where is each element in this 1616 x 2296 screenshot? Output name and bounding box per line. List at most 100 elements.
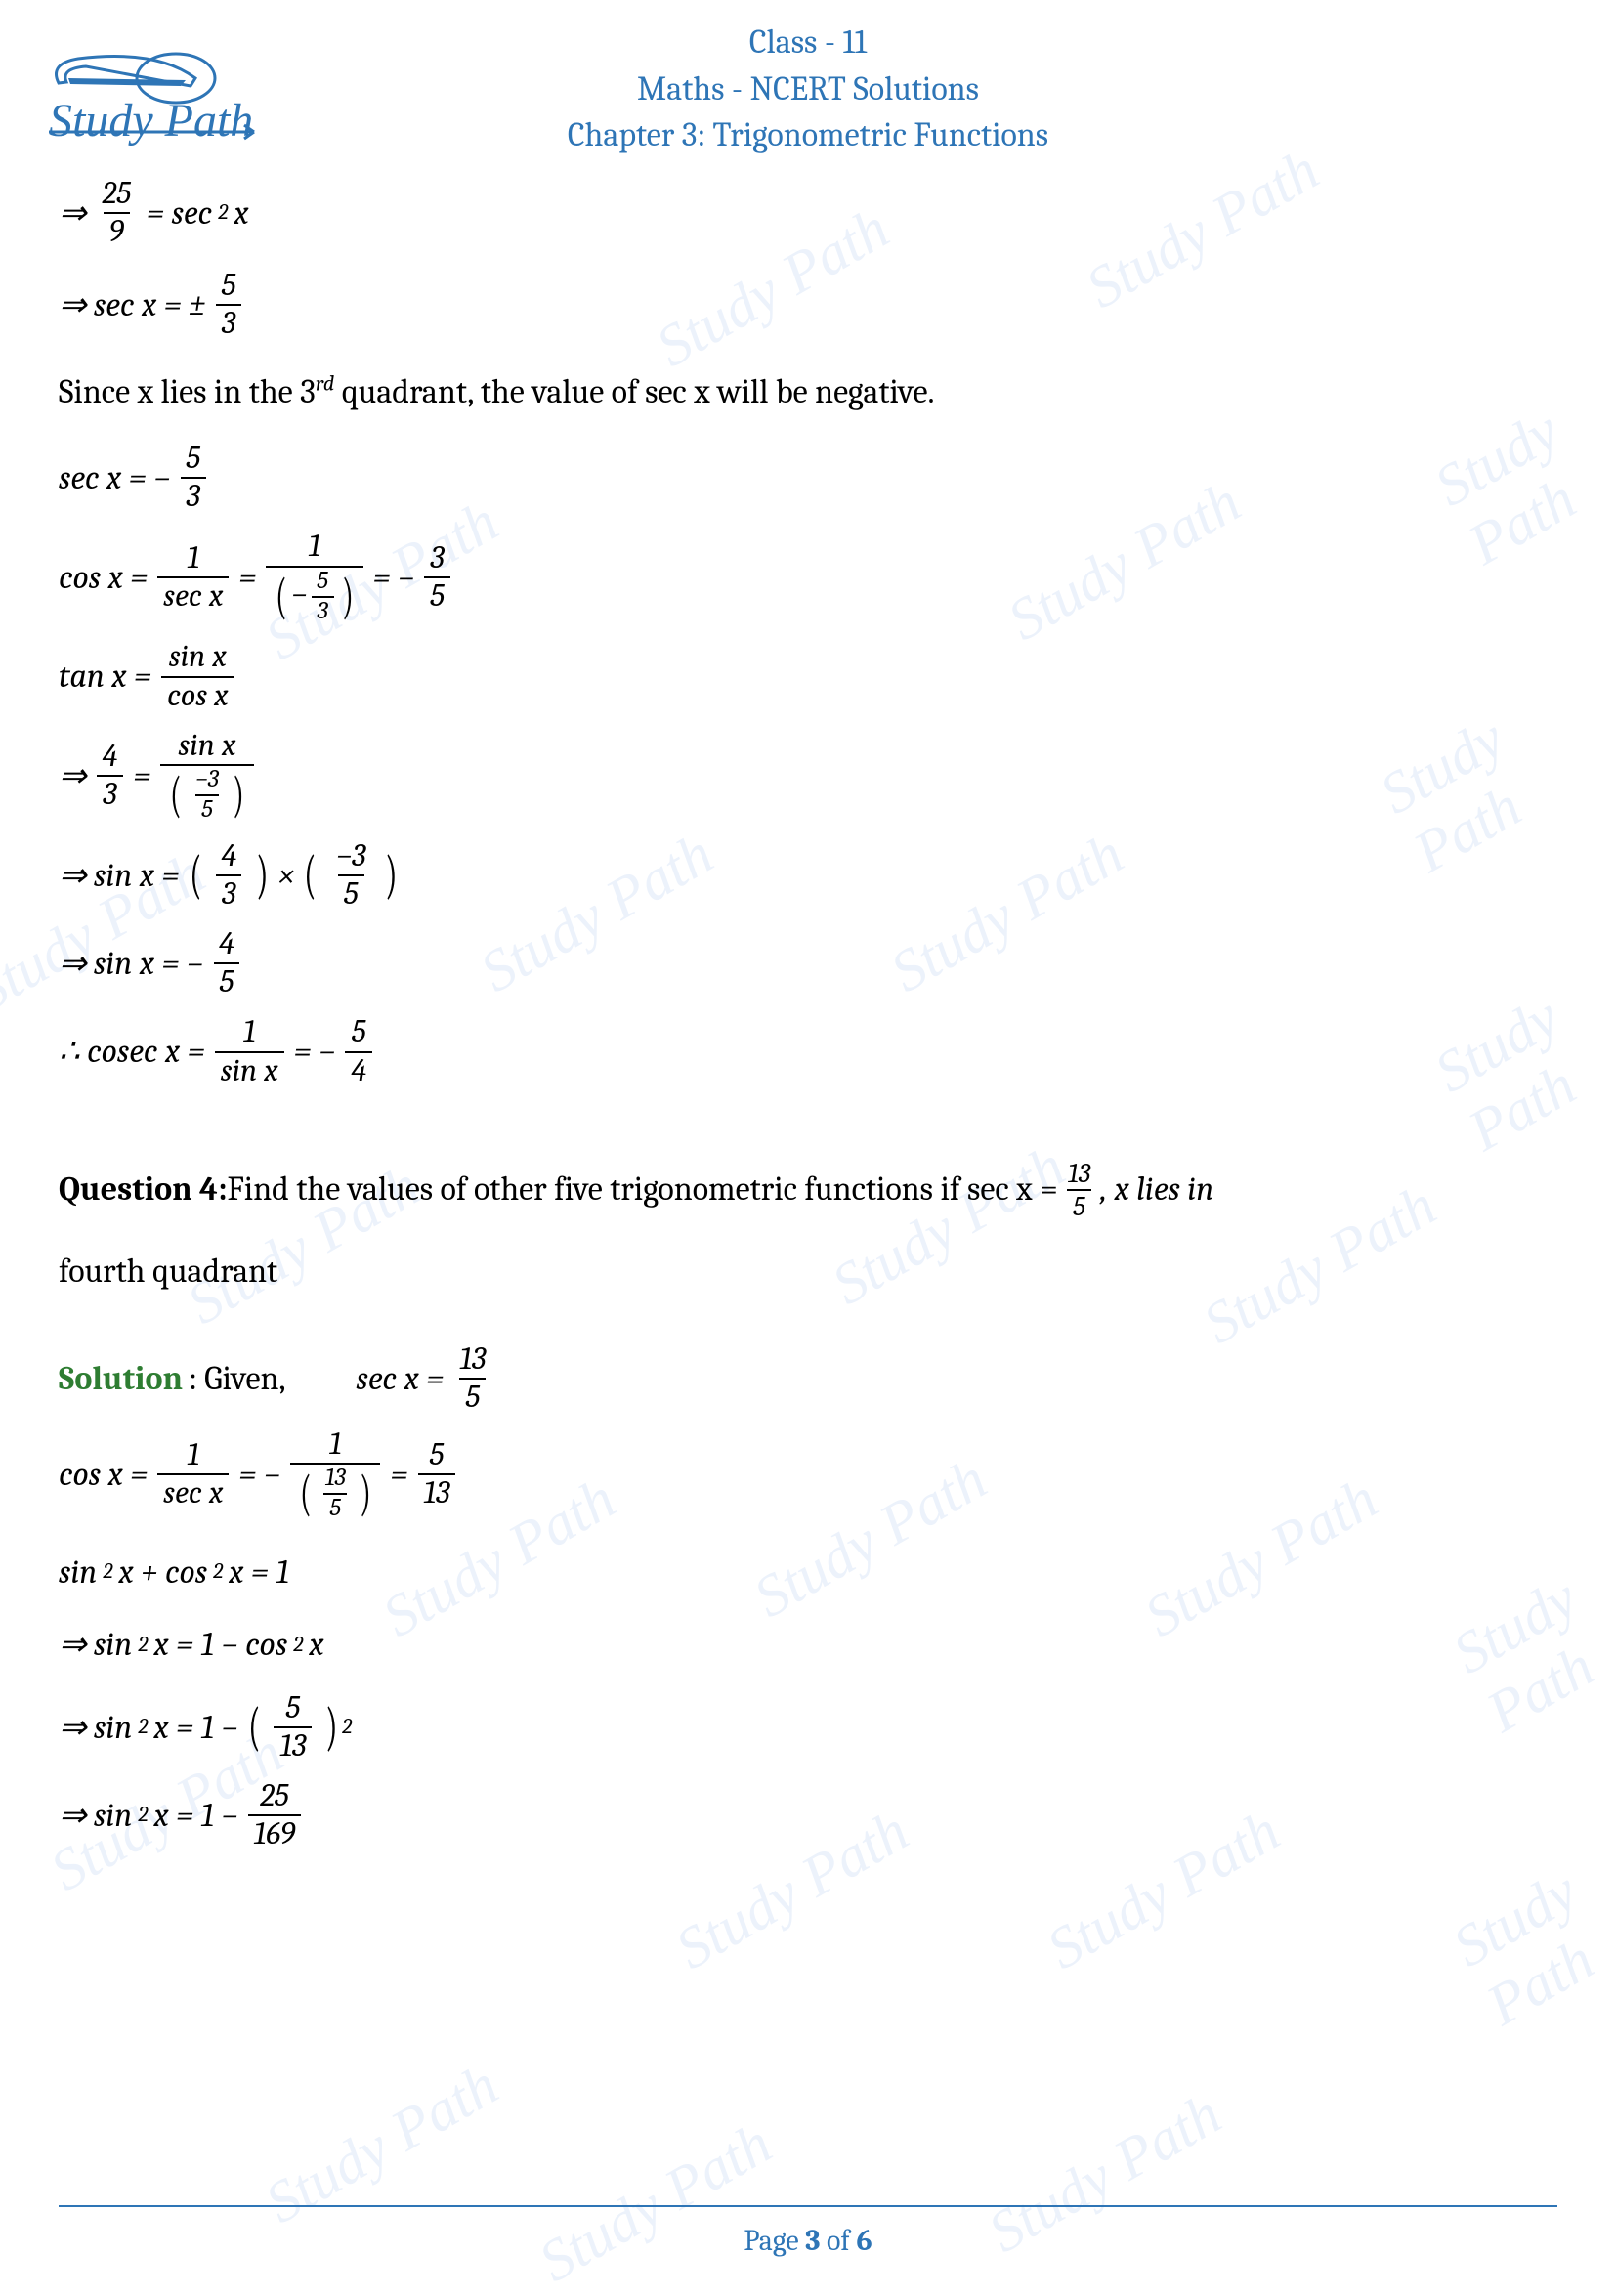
given: : Given,	[189, 1347, 285, 1411]
eq-sinx-product: ⇒ sin x = (43) × (−35)	[59, 838, 1557, 913]
sup-2: 2	[218, 192, 228, 234]
neg: −	[291, 576, 307, 613]
eq: =	[133, 744, 150, 808]
question-label: Question 4:	[59, 1158, 227, 1221]
sup-2: 2	[293, 1625, 303, 1666]
quadrant-note: Since x lies in the 3rd quadrant, the va…	[59, 361, 1557, 424]
watermark: Study Path	[254, 2051, 509, 2237]
num: 4	[213, 926, 240, 962]
num: 1	[323, 1426, 348, 1463]
num: 1	[181, 1437, 205, 1473]
num: 5	[216, 268, 242, 304]
den-nested: (−53)	[266, 566, 362, 626]
text: ⇒ sec x = ±	[59, 274, 206, 337]
num: −3	[330, 838, 371, 874]
text: quadrant, the value of sec x will be neg…	[334, 372, 934, 411]
text: ⇒ sin x =	[59, 844, 180, 908]
sup-2: 2	[342, 1707, 352, 1748]
num: 4	[215, 838, 242, 874]
den-nested: (−35)	[160, 764, 253, 825]
den: sec x	[157, 1473, 229, 1511]
text: ∴ cosec x =	[59, 1020, 205, 1084]
solution-label: Solution	[59, 1347, 183, 1411]
num: 1	[303, 529, 327, 565]
eq-cosx: cos x = 1sec x = 1 (−53) = − 35	[59, 529, 1557, 625]
footer-of: of	[820, 2224, 856, 2258]
num: 25	[97, 176, 138, 212]
eq-sin2-sub: ⇒ sin2 x = 1 − (513)2	[59, 1690, 1557, 1765]
den: 3	[216, 874, 241, 913]
question-4-cont: fourth quadrant	[59, 1240, 1557, 1303]
content-body: ⇒ 259 = sec2 x ⇒ sec x = ± 53 Since x li…	[59, 166, 1557, 1862]
eq: = −	[373, 546, 415, 610]
implies: ⇒	[59, 182, 87, 245]
den: 3	[312, 596, 334, 626]
den: 4	[345, 1051, 372, 1089]
footer-current: 3	[805, 2224, 820, 2258]
text: ⇒ sin	[59, 1613, 132, 1677]
text: x = 1 − cos	[154, 1613, 288, 1677]
num: 4	[97, 739, 124, 775]
num: 5	[424, 1437, 450, 1473]
den: 5	[323, 1493, 346, 1523]
watermark: Study Path	[528, 2109, 783, 2296]
num: 5	[279, 1690, 306, 1726]
num: 5	[180, 441, 206, 477]
page-footer: Page 3 of 6	[0, 2224, 1616, 2258]
text: x	[309, 1613, 323, 1677]
eq: =	[238, 546, 256, 610]
eq-cosx-2: cos x = 1sec x = − 1 (135) = 513	[59, 1426, 1557, 1523]
sup-rd: rd	[316, 370, 334, 396]
den: 5	[459, 1378, 486, 1416]
den: 5	[338, 874, 364, 913]
text: cos x =	[59, 546, 148, 610]
text: x	[234, 182, 248, 245]
eq: = −	[238, 1443, 280, 1507]
sup-2: 2	[103, 1552, 112, 1593]
num: 13	[1062, 1158, 1096, 1189]
text: ⇒ sin x = −	[59, 932, 203, 996]
sup-2: 2	[213, 1552, 223, 1593]
eq-identity: sin2 x + cos2 x = 1	[59, 1541, 1557, 1604]
den: 5	[214, 962, 240, 1000]
sup-2: 2	[138, 1707, 148, 1748]
den: 5	[1067, 1189, 1091, 1222]
den: 5	[195, 794, 218, 825]
num: 1	[181, 540, 205, 576]
eq-secx-pm: ⇒ sec x = ± 53	[59, 268, 1557, 342]
den: 3	[216, 304, 241, 342]
text: sin	[59, 1541, 97, 1604]
eq-sin2-val: ⇒ sin2 x = 1 − 25169	[59, 1778, 1557, 1852]
eq-secx-neg: sec x = − 53	[59, 441, 1557, 515]
text: x + cos	[119, 1541, 208, 1604]
num: 25	[254, 1778, 295, 1814]
num: 13	[453, 1341, 491, 1378]
den: 5	[424, 576, 450, 615]
den: 9	[104, 212, 130, 250]
den: 13	[274, 1726, 312, 1765]
den: 3	[181, 477, 206, 515]
question-text: , x lies in	[1100, 1158, 1213, 1221]
num: −3	[190, 766, 225, 794]
text: x = 1 −	[154, 1696, 238, 1760]
text: ⇒ sin	[59, 1784, 132, 1848]
solution-line: Solution : Given, sec x = 135	[59, 1341, 1557, 1416]
num: 3	[424, 540, 449, 576]
eq-sin2: ⇒ sin2 x = 1 − cos2 x	[59, 1613, 1557, 1677]
text: sec x = −	[59, 446, 170, 510]
sup-2: 2	[138, 1795, 148, 1836]
den: cos x	[161, 676, 234, 714]
eq-sec2: ⇒ 259 = sec2 x	[59, 176, 1557, 250]
num: sin x	[163, 639, 233, 675]
text: sec x =	[356, 1347, 444, 1411]
question-4: Question 4: Find the values of other fiv…	[59, 1158, 1557, 1222]
logo: Study Path	[39, 39, 264, 160]
den: 3	[97, 775, 122, 813]
eq-tanx: tan x = sin xcos x	[59, 639, 1557, 713]
text: tan x =	[59, 645, 151, 708]
text: = sec	[147, 182, 212, 245]
eq-sinx-value: ⇒ sin x = − 45	[59, 926, 1557, 1000]
watermark: Study Path	[1442, 1848, 1616, 2040]
den: 13	[418, 1473, 456, 1511]
question-text: Find the values of other five trigonomet…	[227, 1158, 1057, 1221]
